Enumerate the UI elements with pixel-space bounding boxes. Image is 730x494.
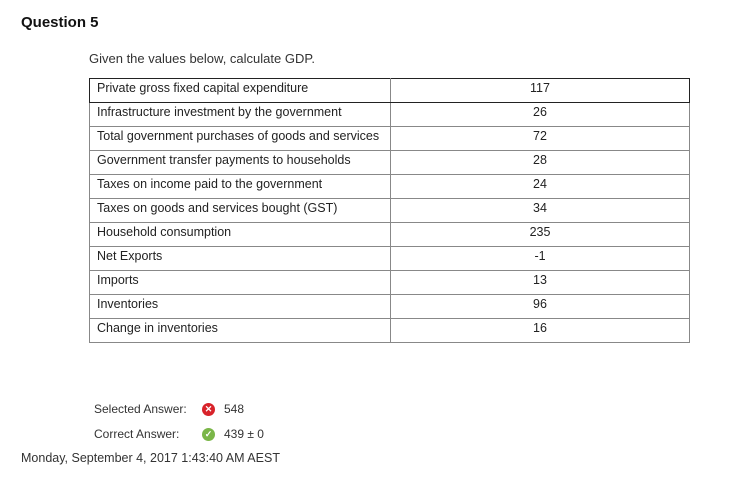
correct-answer-value: 439 ± 0: [224, 427, 264, 441]
table-row: Total government purchases of goods and …: [89, 126, 690, 151]
table-row: Net Exports -1: [89, 246, 690, 271]
correct-answer-label: Correct Answer:: [94, 427, 180, 441]
row-label: Net Exports: [89, 246, 391, 271]
row-label: Imports: [89, 270, 391, 295]
row-value: 28: [390, 150, 690, 175]
row-value: 16: [390, 318, 690, 343]
table-row: Inventories 96: [89, 294, 690, 319]
row-label: Government transfer payments to househol…: [89, 150, 391, 175]
row-value: -1: [390, 246, 690, 271]
incorrect-icon: ✕: [202, 402, 215, 416]
row-label: Inventories: [89, 294, 391, 319]
row-value: 24: [390, 174, 690, 199]
table-row: Infrastructure investment by the governm…: [89, 102, 690, 127]
row-label: Taxes on goods and services bought (GST): [89, 198, 391, 223]
row-value: 34: [390, 198, 690, 223]
row-value: 235: [390, 222, 690, 247]
row-value: 96: [390, 294, 690, 319]
row-value: 26: [390, 102, 690, 127]
row-label: Private gross fixed capital expenditure: [89, 78, 391, 103]
table-row: Taxes on goods and services bought (GST)…: [89, 198, 690, 223]
selected-answer-value: 548: [224, 402, 245, 416]
row-label: Household consumption: [89, 222, 391, 247]
values-table: Private gross fixed capital expenditure 1…: [89, 78, 690, 343]
row-label: Total government purchases of goods and …: [89, 126, 391, 151]
row-value: 13: [390, 270, 690, 295]
selected-answer: Selected Answer: ✕ 548: [94, 402, 244, 416]
question-title: Question 5: [21, 14, 99, 31]
table-row: Government transfer payments to househol…: [89, 150, 690, 175]
row-label: Taxes on income paid to the government: [89, 174, 391, 199]
correct-icon: ✓: [202, 427, 215, 441]
table-row: Imports 13: [89, 270, 690, 295]
row-label: Change in inventories: [89, 318, 391, 343]
row-label: Infrastructure investment by the governm…: [89, 102, 391, 127]
row-value: 72: [390, 126, 690, 151]
table-row: Private gross fixed capital expenditure 1…: [89, 78, 690, 103]
selected-answer-label: Selected Answer:: [94, 402, 187, 416]
row-value: 117: [390, 78, 690, 103]
table-row: Household consumption 235: [89, 222, 690, 247]
submission-timestamp: Monday, September 4, 2017 1:43:40 AM AES…: [21, 451, 280, 465]
table-row: Change in inventories 16: [89, 318, 690, 343]
correct-answer: Correct Answer: ✓ 439 ± 0: [94, 427, 264, 441]
table-row: Taxes on income paid to the government 24: [89, 174, 690, 199]
question-prompt: Given the values below, calculate GDP.: [89, 51, 315, 66]
